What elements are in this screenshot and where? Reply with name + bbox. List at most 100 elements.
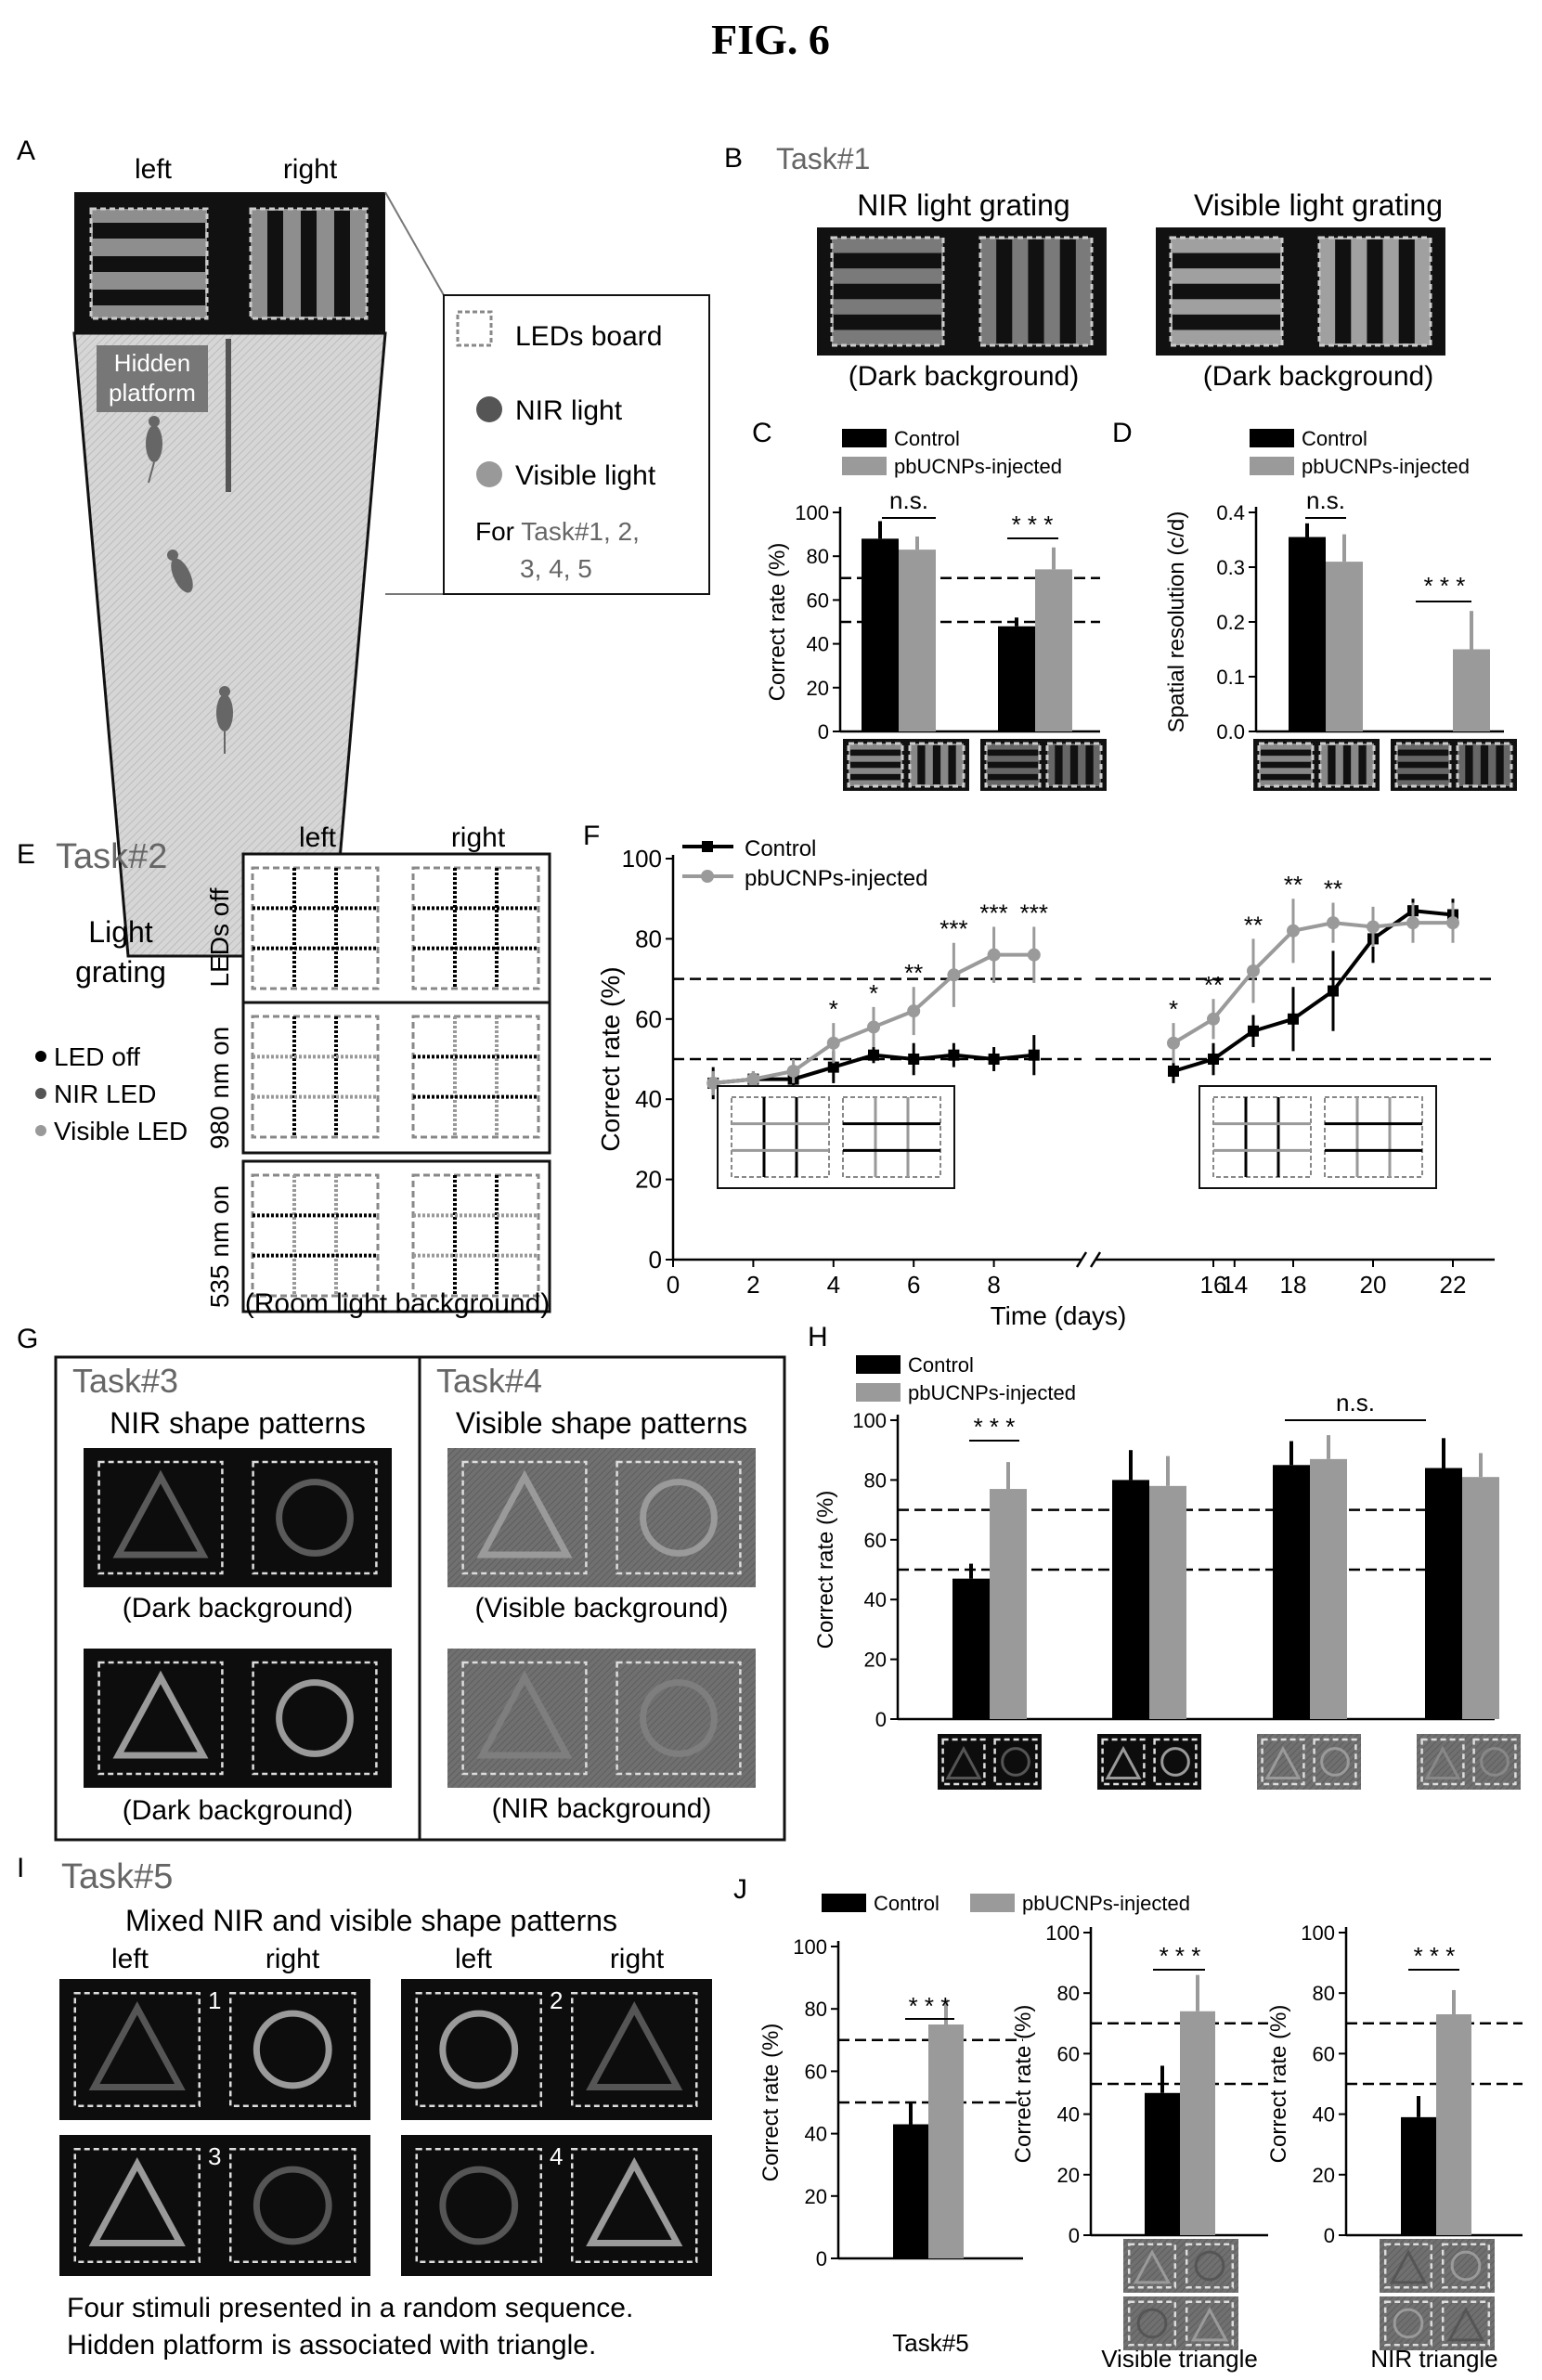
led-board (1127, 2243, 1177, 2289)
grating-bar (948, 745, 956, 784)
axis-break (1089, 1251, 1102, 1268)
data-point-treated (987, 948, 1001, 962)
grating-bar (1496, 745, 1504, 784)
panel-letter: C (752, 418, 772, 448)
grating-bar (850, 761, 901, 769)
led-board (251, 866, 380, 990)
data-point-treated (1406, 916, 1419, 930)
legend-for-line: For Task#1, 2, (475, 517, 640, 546)
significance-label: * * * (1414, 1942, 1456, 1970)
triangle-shape (1424, 1745, 1461, 1779)
data-point-control (868, 1049, 879, 1061)
panel-e: E Task#2 Light grating LED off NIR LED V… (17, 822, 551, 1319)
y-tick-label: 80 (1057, 1982, 1080, 2005)
grating-bar (834, 283, 941, 300)
stimulus-background (1417, 1734, 1521, 1790)
y-tick-label: 100 (1301, 1921, 1335, 1945)
panel-i-letter: I (17, 1853, 24, 1883)
significance-label: ** (1204, 971, 1223, 999)
legend-marker-treated (701, 870, 714, 883)
visible-light-icon (476, 461, 502, 487)
bar-treated (990, 1489, 1027, 1719)
significance-label: * * * (974, 1413, 1016, 1441)
legend-swatch (842, 457, 887, 475)
grating-bar (1335, 239, 1352, 343)
g-visible-bg: (Visible background) (475, 1593, 729, 1623)
triangle-shape (112, 1469, 209, 1559)
legend-for-prefix: For (475, 517, 521, 546)
led-board (97, 1661, 224, 1776)
y-tick-label: 40 (805, 2123, 827, 2146)
legend-label: pbUCNPs-injected (908, 1381, 1076, 1404)
y-tick-label: 100 (852, 1409, 887, 1432)
y-tick-label: 60 (807, 589, 829, 612)
grating-bar (1173, 252, 1280, 269)
led-board (1324, 1096, 1423, 1178)
nir-light-icon (476, 396, 502, 422)
y-tick-label: 40 (864, 1588, 887, 1611)
platform-label: Hidden (114, 349, 190, 377)
task1-label: Task#1 (776, 142, 870, 175)
g-dark-bg-2: (Dark background) (123, 1795, 353, 1826)
legend-nir-label: NIR light (515, 395, 623, 426)
room-light-bg: (Room light background) (245, 1288, 551, 1319)
data-point-control (1328, 985, 1339, 997)
grating-row-frame (241, 852, 551, 1006)
significance-label: * * * (1160, 1942, 1201, 1970)
y-tick-label: 20 (805, 2185, 827, 2208)
bar-treated (1149, 1485, 1186, 1719)
led-board (415, 1991, 542, 2108)
legend-label: pbUCNPs-injected (1022, 1892, 1190, 1915)
circle-shape (1450, 2250, 1482, 2282)
grating-bar (988, 749, 1038, 757)
circle-shape (640, 1479, 718, 1557)
chart-h: 0 20 40 60 80 100 Correct rate (%) H Control pbUC… (808, 1322, 1521, 1790)
y-tick-label: 0 (816, 2247, 827, 2270)
triangle-shape (476, 1670, 573, 1759)
bar-treated (1436, 2014, 1471, 2235)
panel-b: B Task#1 NIR light grating Visible light… (724, 142, 1445, 392)
led-board (73, 1991, 201, 2108)
circle-shape (439, 2010, 519, 2089)
led-board (1472, 1738, 1517, 1786)
grating-bar (988, 773, 1038, 781)
led-board (1212, 1096, 1312, 1178)
grating-bar (1173, 283, 1280, 300)
circle-shape (253, 2166, 332, 2245)
led-board (616, 1460, 742, 1575)
stimulus-number: 3 (208, 2142, 221, 2170)
y-tick-label: 80 (635, 925, 662, 952)
data-point-control (1208, 1054, 1219, 1065)
grating-bar (1358, 745, 1367, 784)
led-board (411, 1173, 540, 1298)
legend-visible-label: Visible light (515, 460, 656, 491)
panel-a: A left right Hidden platform LEDs board … (17, 136, 710, 958)
significance-label: ** (904, 959, 923, 987)
y-axis-label: Correct rate (%) (758, 2024, 784, 2182)
led-board (1441, 2300, 1491, 2347)
led-board (616, 1661, 742, 1776)
figure-title: FIG. 6 (711, 16, 830, 63)
significance-label: * (869, 979, 878, 1007)
legend-visible-led: Visible LED (54, 1117, 188, 1145)
triangle-shape (1105, 1745, 1142, 1779)
circle-shape (253, 2010, 332, 2089)
panel-letter: F (583, 821, 600, 851)
legend-label: Control (745, 836, 816, 861)
y-axis-label: Correct rate (%) (596, 966, 625, 1151)
nir-shapes-title: NIR shape patterns (110, 1406, 366, 1440)
data-point-treated (1287, 924, 1300, 938)
legend-swatch (970, 1894, 1015, 1912)
row-label-535: 535 nm on (205, 1185, 234, 1308)
y-tick-label: 20 (864, 1649, 887, 1672)
circle-shape (1194, 2250, 1225, 2282)
e-left-label: left (299, 822, 337, 853)
nir-dark-bg: (Dark background) (849, 361, 1079, 392)
x-tick-label: 16 (1200, 1271, 1227, 1299)
axis-break (1075, 1251, 1088, 1268)
bar-control (1112, 1480, 1149, 1719)
grating-bar (1059, 239, 1076, 343)
bar-treated (899, 550, 936, 731)
significance-label: *** (939, 915, 967, 943)
y-tick-label: 60 (1313, 2042, 1335, 2065)
